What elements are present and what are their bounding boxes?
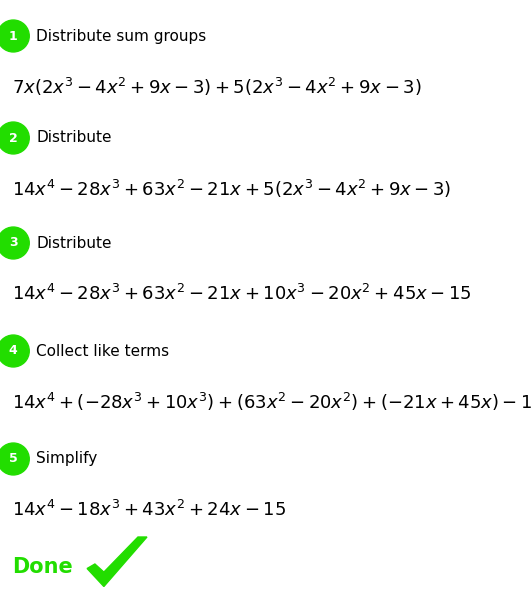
Ellipse shape <box>0 335 29 367</box>
Text: 1: 1 <box>9 29 18 43</box>
Text: $14x^4-28x^3+63x^2-21x+10x^3-20x^2+45x-15$: $14x^4-28x^3+63x^2-21x+10x^3-20x^2+45x-1… <box>12 284 471 304</box>
Ellipse shape <box>0 443 29 475</box>
Text: $14x^4-28x^3+63x^2-21x+5(2x^3-4x^2+9x-3)$: $14x^4-28x^3+63x^2-21x+5(2x^3-4x^2+9x-3)… <box>12 178 451 200</box>
Text: Distribute: Distribute <box>36 130 112 145</box>
Text: $14x^4-18x^3+43x^2+24x-15$: $14x^4-18x^3+43x^2+24x-15$ <box>12 500 286 520</box>
Text: Done: Done <box>12 557 72 577</box>
Text: 5: 5 <box>9 452 18 466</box>
Polygon shape <box>87 537 147 587</box>
Ellipse shape <box>0 227 29 259</box>
Text: 2: 2 <box>9 131 18 145</box>
Ellipse shape <box>0 122 29 154</box>
Text: Collect like terms: Collect like terms <box>36 343 169 358</box>
Ellipse shape <box>0 20 29 52</box>
Text: 4: 4 <box>9 344 18 358</box>
Text: 3: 3 <box>9 236 18 250</box>
Text: Simplify: Simplify <box>36 451 97 467</box>
Text: Distribute sum groups: Distribute sum groups <box>36 28 206 43</box>
Text: $7x(2x^3-4x^2+9x-3)+5(2x^3-4x^2+9x-3)$: $7x(2x^3-4x^2+9x-3)+5(2x^3-4x^2+9x-3)$ <box>12 76 421 98</box>
Text: Distribute: Distribute <box>36 235 112 251</box>
Text: $14x^4+(-28x^3+10x^3)+(63x^2-20x^2)+(-21x+45x)-15$: $14x^4+(-28x^3+10x^3)+(63x^2-20x^2)+(-21… <box>12 391 532 413</box>
